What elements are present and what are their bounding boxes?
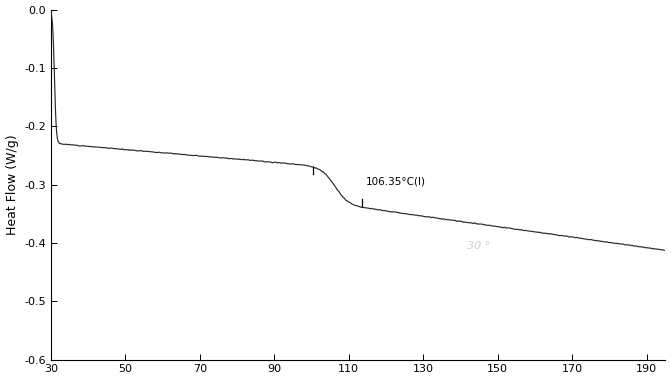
Y-axis label: Heat Flow (W/g): Heat Flow (W/g): [5, 134, 19, 235]
Text: 106.35°C(I): 106.35°C(I): [366, 177, 425, 187]
Text: 30 °: 30 °: [468, 241, 491, 251]
